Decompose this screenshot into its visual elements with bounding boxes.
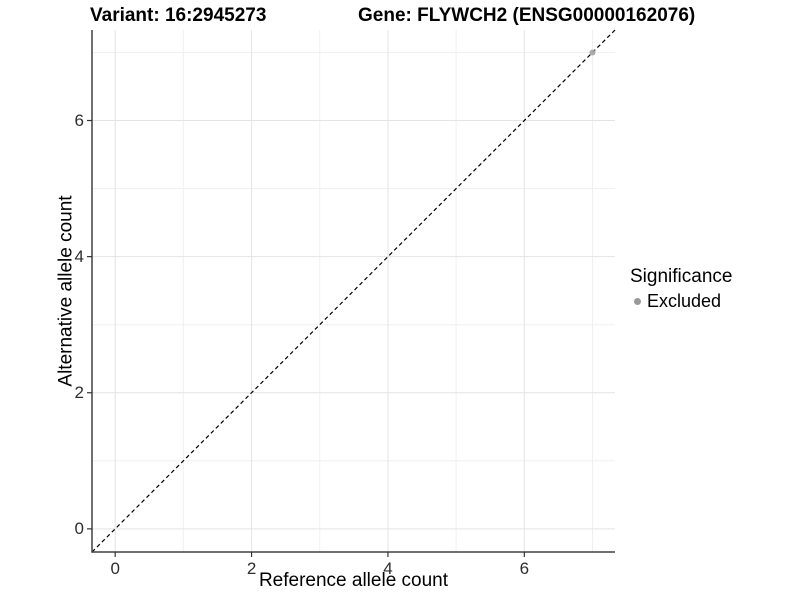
legend-item-excluded: Excluded [630,291,732,312]
identity-reference-line [91,29,616,553]
y-tick-label: 4 [74,246,84,266]
data-point-excluded [589,49,596,56]
y-tick-label: 2 [74,382,84,402]
legend-point-icon [634,298,641,305]
x-tick-label: 6 [519,559,530,578]
legend: Significance Excluded [630,266,732,312]
y-axis-title: Alternative allele count [56,195,78,387]
x-tick-label: 4 [383,559,393,578]
plot-title-gene: Gene: FLYWCH2 (ENSG00000162076) [358,5,696,26]
y-tick-label: 6 [74,110,84,130]
legend-item-label: Excluded [647,291,722,311]
y-tick-label: 0 [74,518,84,538]
legend-title: Significance [630,266,733,287]
x-tick-label: 0 [110,559,120,578]
plot-title-variant: Variant: 16:2945273 [90,5,267,26]
x-tick-label: 2 [246,559,257,578]
y-axis-title-box: Alternative allele count [54,30,80,552]
x-axis-title: Reference allele count [258,570,449,591]
